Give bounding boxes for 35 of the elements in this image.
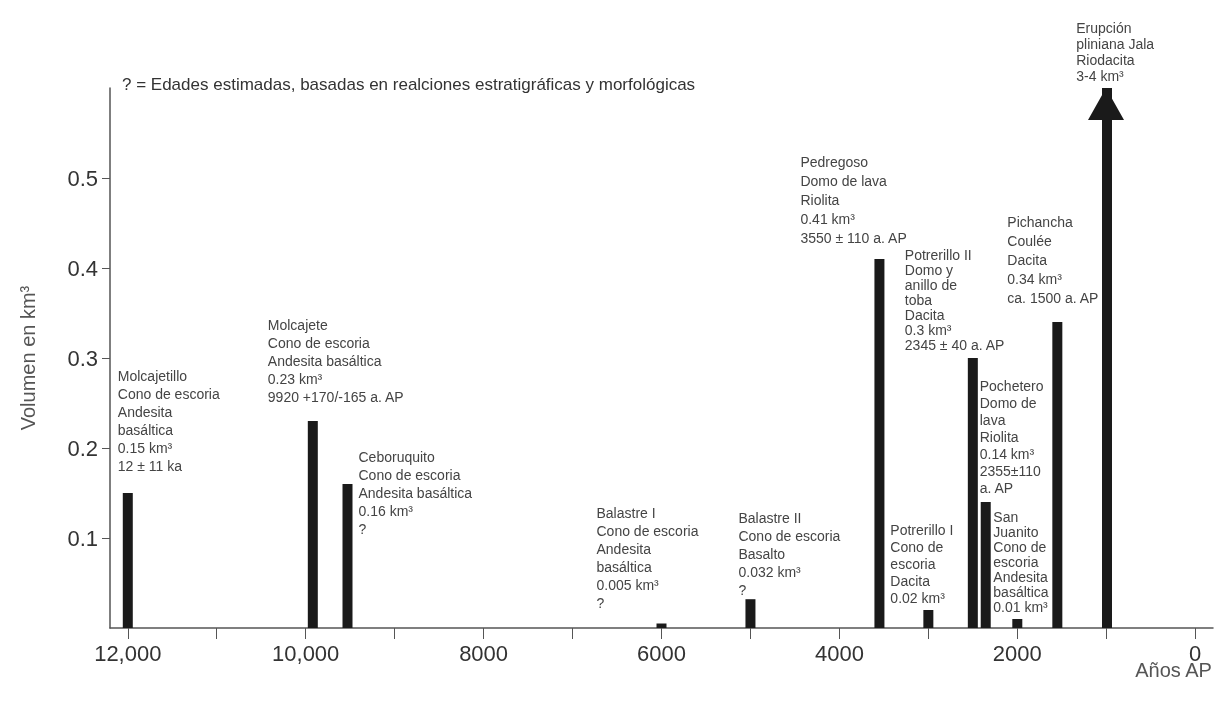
annotation: Ceboruquito Cono de escoria Andesita basáltica 0.16 km³ ? bbox=[358, 449, 473, 537]
bar bbox=[923, 610, 934, 628]
y-tick-label: 0.2 bbox=[67, 435, 98, 461]
bar bbox=[874, 259, 885, 628]
annotation: San Juanito Cono de escoria Andesita basáltica 0.01 km³ bbox=[993, 508, 1049, 615]
annotation: Pichancha Coulée Dacita 0.34 km³ ca. 1500 a. AP bbox=[1007, 213, 1099, 306]
y-axis-title: Volumen en km³ bbox=[17, 285, 39, 431]
ref-line-label: Erupción pliniana Jala Riodacita 3-4 km³ bbox=[1076, 20, 1155, 84]
annotation: Pochetero Domo de lava Riolita 0.14 km³ 2355±110 a. AP bbox=[979, 377, 1044, 496]
annotation: Pedregoso Domo de lava Riolita 0.41 km³ 3550 ± 110 a. AP bbox=[800, 153, 907, 246]
x-tick-label: 4000 bbox=[814, 640, 864, 666]
annotation: Balastre I Cono de escoria Andesita basáltica 0.005 km³ ? bbox=[596, 504, 699, 611]
bar bbox=[307, 421, 318, 628]
bar bbox=[1052, 322, 1063, 628]
bar bbox=[122, 493, 133, 628]
bar bbox=[980, 502, 991, 628]
y-tick-label: 0.3 bbox=[67, 345, 98, 371]
x-tick-label: 10,000 bbox=[272, 640, 340, 666]
annotation: ? = Edades estimadas, basadas en realciones estratigráficas y morfológicas bbox=[122, 75, 696, 94]
annotation: Potrerillo II Domo y anillo de toba Dacita 0.3 km³ 2345 ± 40 a. AP bbox=[904, 246, 1005, 353]
bar bbox=[967, 358, 978, 628]
annotation: Balastre II Cono de escoria Basalto 0.032 km³ ? bbox=[738, 510, 841, 599]
y-tick-label: 0.4 bbox=[67, 255, 98, 281]
x-tick-label: 12,000 bbox=[94, 640, 162, 666]
y-tick-label: 0.5 bbox=[67, 165, 98, 191]
bar bbox=[745, 599, 756, 628]
x-tick-label: 8000 bbox=[459, 640, 509, 666]
x-tick-label: 2000 bbox=[992, 640, 1042, 666]
y-tick-label: 0.1 bbox=[67, 525, 98, 551]
annotation: Molcajetillo Cono de escoria Andesita basáltica 0.15 km³ 12 ± 11 ka bbox=[117, 368, 220, 474]
annotation: Molcajete Cono de escoria Andesita basáltica 0.23 km³ 9920 +170/-165 a. AP bbox=[267, 317, 404, 405]
x-tick-label: 6000 bbox=[637, 640, 686, 666]
bar bbox=[342, 484, 353, 628]
bar bbox=[1012, 619, 1023, 628]
annotation: Potrerillo I Cono de escoria Dacita 0.02 km³ bbox=[890, 521, 954, 606]
